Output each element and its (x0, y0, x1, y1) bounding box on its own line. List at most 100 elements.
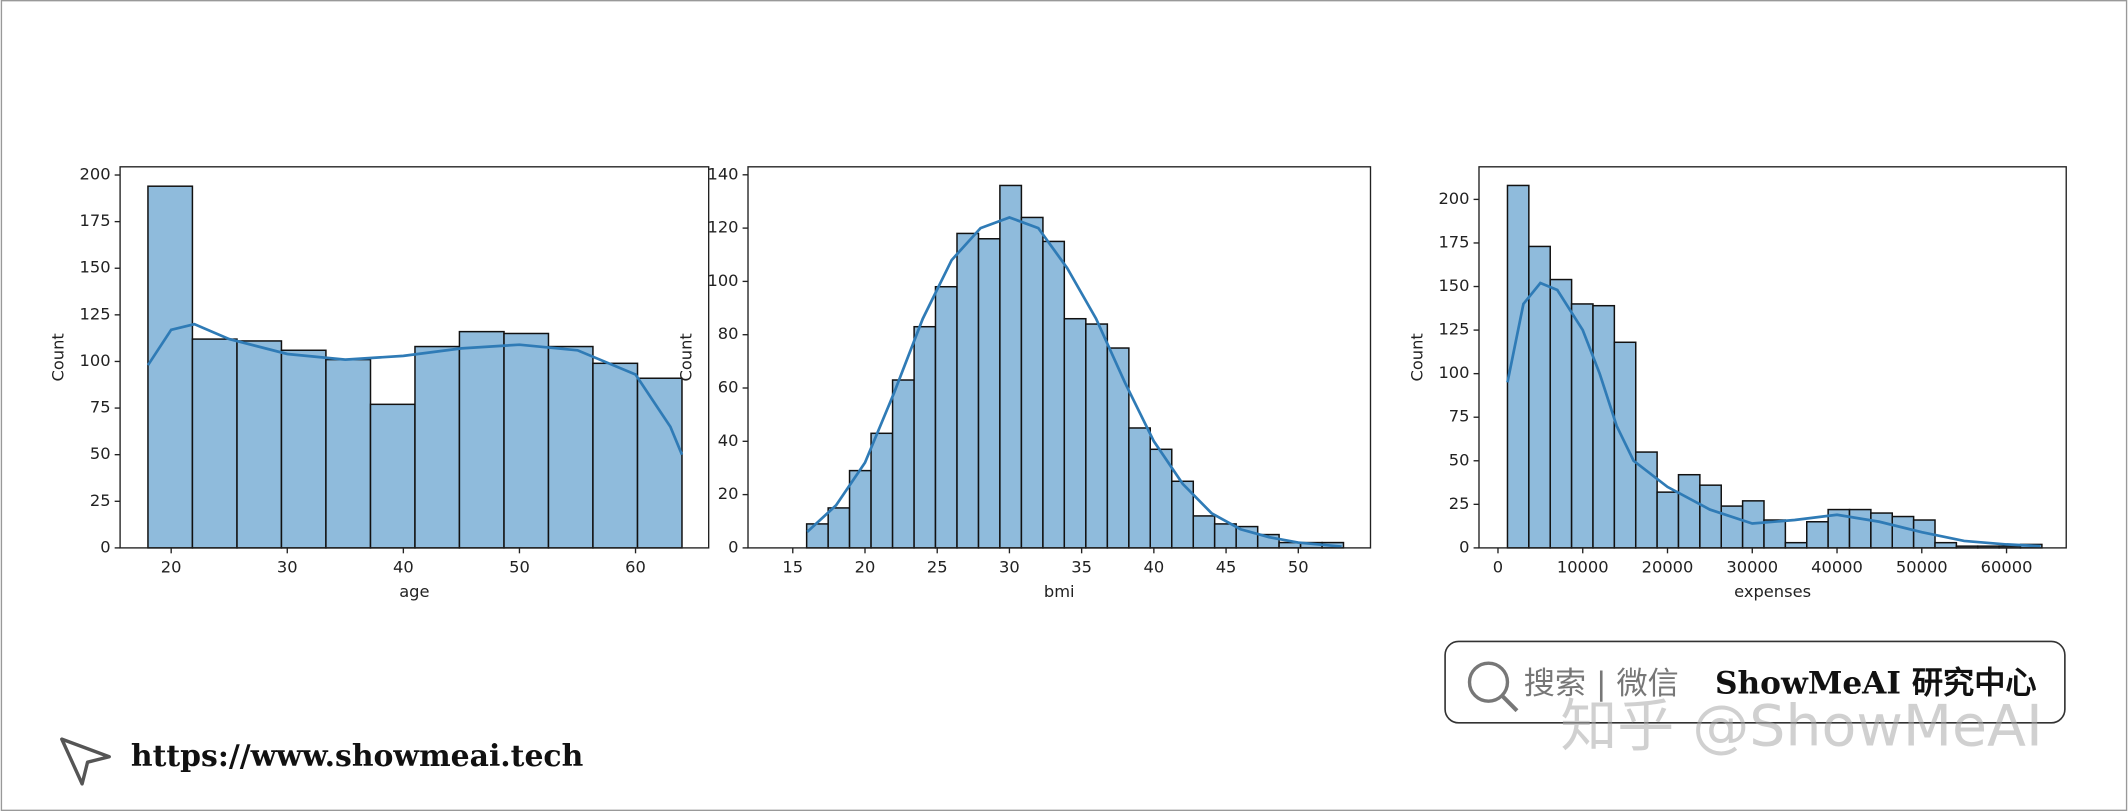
bar (805, 523, 829, 549)
x-tick-label: 20000 (1642, 558, 1694, 577)
search-box (1444, 640, 2066, 724)
y-tick-label: 60 (718, 378, 739, 397)
x-tick-label: 30 (999, 558, 1020, 577)
y-tick-label: 175 (80, 211, 111, 230)
x-tick-label: 20 (161, 558, 182, 577)
x-tick-label: 0 (1493, 558, 1503, 577)
bar (1699, 484, 1722, 549)
bar (636, 377, 683, 549)
bar (1720, 505, 1744, 549)
x-tick-label: 25 (927, 558, 948, 577)
bar (1870, 512, 1894, 549)
x-tick-label: 40 (393, 558, 414, 577)
y-tick-label: 80 (718, 324, 739, 343)
axes-frame (1478, 166, 2067, 549)
bar (1213, 523, 1237, 549)
footer-url: https://www.showmeai.tech (131, 739, 583, 774)
x-tick-label: 20 (855, 558, 876, 577)
y-tick-label: 125 (1438, 320, 1469, 339)
y-axis-label: Count (1407, 333, 1426, 381)
x-tick-label: 50 (509, 558, 530, 577)
search-text: 搜索 | 微信 (1524, 666, 1679, 702)
bar (956, 232, 980, 549)
bar (369, 403, 416, 549)
x-tick-label: 15 (782, 558, 803, 577)
y-tick-label: 125 (80, 304, 111, 323)
y-tick-label: 150 (1438, 276, 1469, 295)
bar (999, 184, 1023, 549)
y-tick-label: 75 (1449, 407, 1470, 426)
axes-frame (119, 166, 710, 549)
bar (325, 358, 372, 549)
bar (1784, 541, 1808, 549)
y-tick-label: 100 (80, 351, 111, 370)
x-tick-label: 50 (1288, 558, 1309, 577)
x-tick-label: 50000 (1896, 558, 1948, 577)
y-tick-label: 0 (728, 537, 738, 556)
y-tick-label: 50 (90, 444, 111, 463)
y-tick-label: 200 (80, 165, 111, 184)
x-tick-label: 40000 (1811, 558, 1863, 577)
bar (1806, 521, 1829, 549)
x-tick-label: 40 (1144, 558, 1165, 577)
bar (592, 362, 639, 549)
x-tick-label: 35 (1071, 558, 1092, 577)
y-axis-label: Count (676, 333, 695, 381)
bar (1549, 278, 1573, 549)
bar (1891, 515, 1915, 549)
x-axis-label: age (399, 582, 429, 601)
y-tick-label: 120 (707, 218, 738, 237)
bar (1570, 303, 1594, 549)
x-axis-label: expenses (1734, 582, 1811, 601)
bar (827, 507, 851, 549)
bar (891, 379, 915, 549)
bar (1592, 304, 1616, 549)
bar (1848, 508, 1872, 549)
bar (1042, 240, 1066, 549)
y-axis-label: Count (49, 333, 68, 381)
y-tick-label: 20 (718, 484, 739, 503)
search-icon-handle (1500, 694, 1519, 713)
bar (1934, 541, 1958, 549)
y-tick-label: 75 (90, 398, 111, 417)
x-tick-label: 30000 (1726, 558, 1778, 577)
search-icon (1467, 661, 1510, 703)
y-tick-label: 140 (707, 164, 738, 183)
x-axis-label: bmi (1044, 582, 1075, 601)
bar (977, 238, 1001, 549)
bar (547, 345, 594, 549)
y-tick-label: 200 (1438, 189, 1469, 208)
bar (503, 332, 550, 549)
bar (1128, 427, 1151, 549)
kde-line (1506, 281, 2041, 548)
y-tick-label: 150 (80, 258, 111, 277)
y-tick-label: 25 (1449, 494, 1470, 513)
brand-text: ShowMeAI 研究中心 (1715, 665, 2037, 701)
bar (1656, 491, 1680, 549)
y-tick-label: 175 (1438, 232, 1469, 251)
zhihu-watermark: 知乎 @ShowMeAI (1560, 693, 2042, 759)
bar (870, 432, 894, 549)
y-tick-label: 0 (1459, 537, 1469, 556)
bar (280, 349, 327, 549)
kde-line (806, 216, 1342, 548)
bar (1063, 317, 1087, 549)
kde-line (146, 322, 684, 456)
x-tick-label: 10000 (1557, 558, 1609, 577)
bar (1763, 519, 1787, 549)
bar (1106, 347, 1130, 549)
bar (1085, 323, 1109, 549)
bar (191, 338, 238, 549)
x-tick-label: 60 (625, 558, 646, 577)
link-icon (60, 737, 111, 786)
bar (236, 340, 283, 549)
x-tick-label: 30 (277, 558, 298, 577)
y-tick-label: 0 (100, 537, 110, 556)
y-tick-label: 100 (1438, 363, 1469, 382)
bar (458, 330, 505, 549)
bar (913, 325, 937, 549)
bar (1677, 473, 1701, 549)
x-tick-label: 60000 (1981, 558, 2033, 577)
